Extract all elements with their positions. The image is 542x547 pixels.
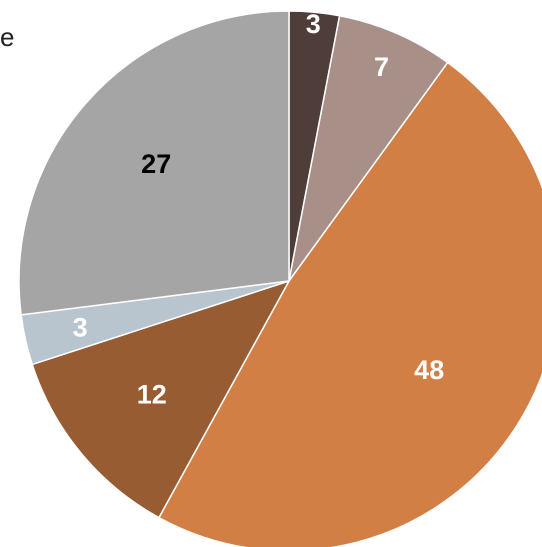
slice-label: 3 — [306, 9, 321, 39]
slice-label: 3 — [73, 313, 88, 343]
pie-slices — [18, 10, 542, 547]
pie-slice — [157, 61, 542, 547]
slice-label: 12 — [137, 380, 167, 410]
slice-label: 7 — [374, 52, 389, 82]
pie-slice — [288, 14, 449, 282]
pie-labels: 3 7 48 12 3 27 — [73, 9, 445, 409]
slice-label: 48 — [414, 355, 444, 385]
pie-slice — [31, 279, 291, 519]
clipped-title-fragment: e — [0, 22, 15, 52]
slice-label: 27 — [141, 149, 171, 179]
pie-slice — [18, 10, 290, 316]
